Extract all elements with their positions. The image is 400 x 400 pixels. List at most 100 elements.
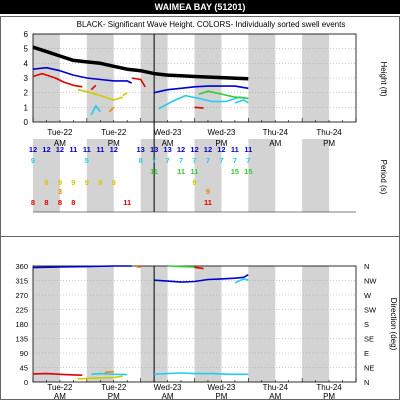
compass-label: NE: [364, 364, 374, 373]
height-tick-label: 3: [24, 74, 29, 83]
day-label: Wed-23: [207, 383, 235, 392]
period-value-red: 8: [44, 198, 48, 207]
period-value-green: 15: [244, 167, 252, 176]
height-tick-label: 2: [24, 89, 29, 98]
period-night-shade: [248, 139, 276, 212]
period-night-shade: [302, 139, 330, 212]
direction-chart-svg: 0 N 45 NE 90 E 135 SE 180 S 225 SW 270 W 315 NW 360 N Tue-…: [15, 262, 398, 400]
period-value-cyan: 7: [219, 156, 223, 165]
direction-series-cyan: [234, 278, 249, 284]
day-label: Thu-24: [263, 128, 289, 137]
height-chart-title: BLACK- Significant Wave Height. COLORS- …: [77, 20, 346, 29]
period-axis-label: Period (s): [379, 160, 388, 195]
period-value-cyan: 9: [31, 156, 35, 165]
day-label: Tue-22: [47, 128, 73, 137]
direction-tick-label: 360: [15, 262, 28, 271]
height-tick-label: 0: [24, 118, 29, 127]
ampm-label: AM: [269, 392, 281, 400]
height-series-red: [194, 106, 204, 109]
period-value-cyan: 7: [165, 156, 169, 165]
ampm-label: PM: [215, 392, 227, 400]
period-value-blue: 12: [204, 145, 212, 154]
period-value-green: 11: [150, 167, 158, 176]
direction-series-red: [32, 372, 83, 376]
compass-label: SE: [364, 335, 374, 344]
period-value-blue: 11: [83, 145, 91, 154]
period-value-green: 11: [191, 167, 199, 176]
period-value-blue: 12: [110, 145, 118, 154]
period-value-blue: 13: [163, 145, 171, 154]
period-value-blue: 11: [69, 145, 77, 154]
ampm-label: PM: [108, 139, 120, 148]
height-tick-label: 4: [24, 59, 29, 68]
compass-label: NW: [364, 277, 377, 286]
period-value-green: 11: [177, 167, 185, 176]
period-value-blue: 11: [231, 145, 239, 154]
direction-tick-label: 180: [15, 320, 28, 329]
period-value-yellow: 9: [112, 178, 116, 187]
compass-label: E: [364, 349, 369, 358]
period-value-cyan: 7: [246, 156, 250, 165]
ampm-label: PM: [108, 392, 120, 400]
compass-label: S: [364, 320, 369, 329]
height-series-red: [32, 72, 83, 88]
height-period-panel: BLACK- Significant Wave Height. COLORS- …: [0, 16, 400, 238]
compass-label: N: [364, 378, 369, 387]
ampm-label: PM: [323, 139, 335, 148]
period-value-yellow: 9: [58, 178, 62, 187]
direction-tick-label: 135: [15, 335, 28, 344]
period-value-yellow: 9: [44, 178, 48, 187]
day-label: Tue-22: [47, 383, 73, 392]
ampm-label: AM: [54, 392, 66, 400]
period-value-blue: 12: [190, 145, 198, 154]
height-series-black: [32, 45, 249, 81]
compass-label: N: [364, 262, 369, 271]
height-series-green: [198, 90, 249, 100]
night-shade: [33, 266, 60, 382]
period-night-shade: [86, 139, 114, 212]
direction-series-green: [167, 265, 195, 268]
ampm-label: PM: [323, 392, 335, 400]
period-value-orange: 9: [206, 187, 210, 196]
title-bar: WAIMEA BAY (51201): [0, 0, 400, 14]
period-value-cyan: 7: [192, 156, 196, 165]
height-series-yellow: [77, 88, 123, 101]
period-value-blue: 11: [96, 145, 104, 154]
direction-series-blue: [154, 274, 249, 283]
direction-tick-label: 90: [20, 349, 28, 358]
ampm-label: PM: [215, 139, 227, 148]
direction-series-yellow: [77, 375, 123, 380]
period-night-shade: [33, 139, 60, 212]
day-label: Wed-23: [207, 128, 235, 137]
period-value-blue: 12: [42, 145, 50, 154]
direction-series-red: [194, 266, 204, 270]
height-tick-label: 5: [24, 45, 29, 54]
period-value-cyan: 7: [233, 156, 237, 165]
height-chart-svg: BLACK- Significant Wave Height. COLORS- …: [24, 20, 388, 213]
period-value-green: 15: [231, 167, 239, 176]
height-series-yellow: [122, 92, 128, 97]
day-label: Tue-22: [101, 383, 127, 392]
period-value-yellow: 9: [85, 178, 89, 187]
direction-panel: 0 N 45 NE 90 E 135 SE 180 S 225 SW 270 W 315 NW 360 N Tue-…: [0, 236, 400, 400]
period-value-yellow: 9: [71, 178, 75, 187]
period-value-cyan: 7: [152, 156, 156, 165]
period-night-shade: [194, 139, 222, 212]
day-label: Thu-24: [316, 383, 342, 392]
period-value-blue: 12: [56, 145, 64, 154]
period-value-yellow: 9: [192, 178, 196, 187]
direction-series-cyan: [154, 372, 249, 376]
direction-series-orange: [136, 265, 141, 269]
period-value-blue: 12: [217, 145, 225, 154]
period-value-blue: 12: [29, 145, 37, 154]
height-tick-label: 1: [24, 103, 29, 112]
ampm-label: AM: [162, 392, 174, 400]
page-title: WAIMEA BAY (51201): [154, 2, 246, 12]
period-value-cyan: 8: [139, 156, 143, 165]
ampm-label: AM: [269, 139, 281, 148]
night-shade: [86, 266, 114, 382]
day-label: Wed-23: [154, 383, 182, 392]
direction-series-blue: [32, 265, 132, 269]
period-value-blue: 12: [177, 145, 185, 154]
height-series-blue: [32, 66, 133, 84]
